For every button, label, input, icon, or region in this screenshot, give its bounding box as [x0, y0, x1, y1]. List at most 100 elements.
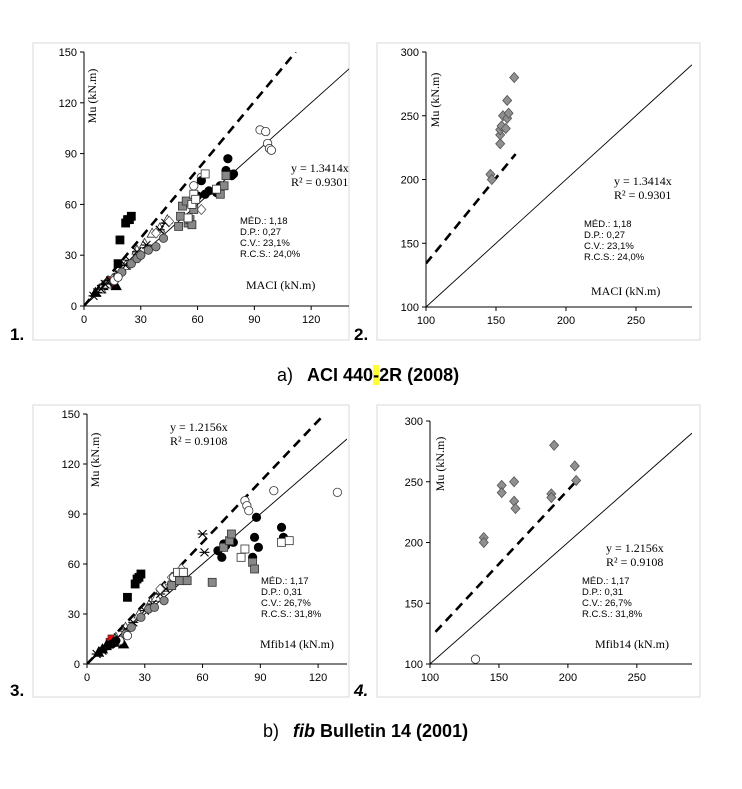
x-axis-title: MACI (kN.m) [591, 284, 660, 298]
caption-a: a) ACI 440-2R (2008) [277, 365, 459, 386]
point-cross [197, 529, 208, 539]
trend-equation: y = 1.2156x [170, 420, 228, 434]
point-circle [126, 259, 136, 269]
point-circle [136, 612, 146, 622]
trend-equation: y = 1.3414x [614, 174, 672, 188]
point-square [174, 222, 184, 231]
trend-r2: R² = 0.9301 [291, 175, 348, 189]
point-diamond [571, 474, 582, 487]
point-square [178, 567, 188, 577]
point-square [113, 259, 123, 269]
chart-frame [32, 404, 350, 698]
point-square [183, 213, 193, 223]
stat-line: R.C.S.: 24,0% [240, 249, 301, 260]
trend-line [84, 52, 297, 306]
point-square [250, 564, 259, 574]
point-diamond [155, 583, 166, 595]
x-tick-label: 30 [139, 672, 151, 684]
point-circle [223, 154, 233, 164]
x-tick-label: 90 [248, 314, 260, 326]
y-tick-label: 150 [401, 238, 419, 250]
y-tick-label: 30 [65, 250, 77, 262]
point-diamond [495, 138, 506, 150]
point-circle [244, 506, 254, 516]
point-square [176, 211, 185, 221]
stat-line: MÉD.: 1,17 [261, 576, 309, 587]
point-triangle [110, 279, 122, 291]
y-tick-label: 100 [401, 302, 419, 314]
point-square [240, 544, 250, 554]
y-tick-label: 150 [62, 409, 80, 421]
caption-b-italic: fib [293, 721, 316, 741]
stat-line: C.V.: 26,7% [261, 598, 311, 609]
point-square [221, 171, 231, 181]
point-circle [189, 181, 199, 191]
y-tick-label: 250 [401, 111, 419, 123]
point-square [219, 542, 229, 552]
point-square [219, 181, 229, 191]
point-diamond [150, 227, 161, 239]
y-axis-title: Mu (kN.m) [88, 433, 102, 488]
point-square [136, 569, 146, 579]
y-tick-label: 250 [405, 477, 423, 489]
chart-p2: 100 150 200 250 300 100 150 200 250 y = 1.3414xR²… [354, 42, 701, 344]
x-axis-title: MACI (kN.m) [246, 278, 315, 292]
trend-equation: y = 1.3414x [291, 161, 349, 175]
point-square [207, 577, 217, 587]
trend-line [434, 480, 578, 633]
point-diamond [549, 439, 560, 451]
x-tick-label: 150 [487, 315, 505, 327]
y-tick-label: 60 [68, 559, 80, 571]
y-tick-label: 150 [405, 598, 423, 610]
trend-equation: y = 1.2156x [606, 541, 664, 555]
chart-frame [376, 404, 701, 698]
point-diamond [503, 107, 514, 119]
y-tick-label: 200 [405, 538, 423, 550]
stat-line: C.V.: 23,1% [584, 241, 634, 252]
point-circle [159, 596, 169, 606]
point-square [284, 536, 294, 546]
x-axis-title: Mfib14 (kN.m) [595, 637, 669, 651]
x-tick-label: 150 [490, 672, 508, 684]
caption-b-letter: b) [263, 721, 280, 741]
point-circle [276, 522, 287, 532]
chart-frame [32, 42, 350, 341]
x-tick-label: 120 [309, 672, 327, 684]
point-square [212, 184, 221, 194]
data-points [470, 439, 582, 664]
x-tick-label: 120 [302, 314, 320, 326]
panel-label: 3. [10, 681, 24, 700]
identity-line [426, 64, 692, 307]
identity-line [430, 432, 692, 664]
chart-frame [376, 42, 701, 341]
point-diamond [196, 203, 207, 216]
point-circle [158, 233, 169, 243]
point-diamond [569, 460, 580, 472]
x-axis-title: Mfib14 (kN.m) [260, 637, 334, 651]
stat-line: D.P.: 0,27 [240, 227, 281, 238]
y-tick-label: 120 [62, 459, 80, 471]
reference-lines [430, 432, 692, 664]
point-circle [217, 552, 227, 562]
trend-line [426, 153, 517, 265]
stat-line: D.P.: 0,27 [584, 230, 625, 241]
y-axis-title: Mu (kN.m) [433, 437, 447, 492]
y-tick-label: 100 [405, 659, 423, 671]
point-cross [91, 649, 102, 659]
y-tick-label: 0 [74, 659, 80, 671]
point-square [182, 576, 192, 586]
point-diamond [546, 491, 557, 504]
stat-line: R.C.S.: 31,8% [261, 609, 322, 620]
point-circle [204, 186, 214, 196]
point-circle [261, 126, 271, 137]
point-diamond [509, 71, 520, 84]
point-square [200, 169, 210, 179]
x-tick-label: 200 [557, 315, 575, 327]
point-circle [143, 245, 153, 255]
trend-r2: R² = 0.9301 [614, 188, 671, 202]
reference-lines [426, 64, 692, 307]
y-tick-label: 0 [71, 301, 77, 313]
trend-r2: R² = 0.9108 [606, 555, 663, 569]
